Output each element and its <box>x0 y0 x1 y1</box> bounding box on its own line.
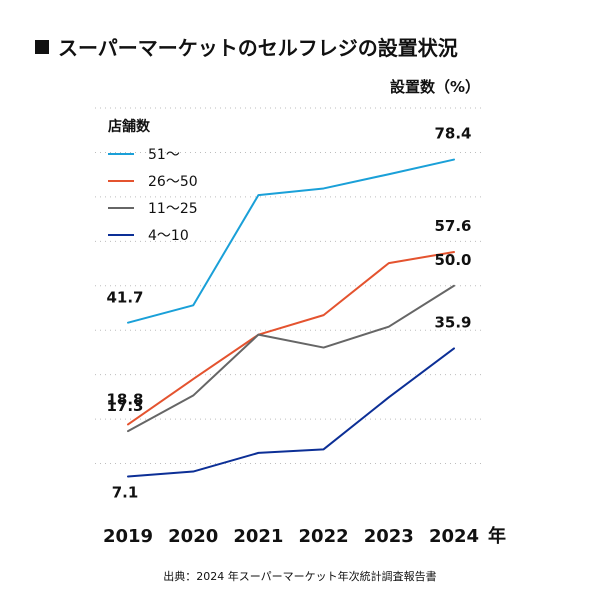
x-tick-label: 2021 <box>233 526 283 547</box>
x-tick-label: 2024 <box>429 526 479 547</box>
x-tick-label: 2023 <box>364 526 414 547</box>
data-label: 50.0 <box>434 251 471 269</box>
legend-label: 51〜 <box>148 147 180 163</box>
series-line <box>127 158 455 324</box>
source-note: 出典：2024 年スーパーマーケット年次統計調査報告書 <box>163 569 436 583</box>
legend-label: 11〜25 <box>148 201 198 217</box>
x-tick-label: 2020 <box>168 526 218 547</box>
x-unit-label: 年 <box>488 525 506 547</box>
data-label: 17.3 <box>106 397 143 415</box>
x-tick-label: 2022 <box>299 526 349 547</box>
series-line <box>127 284 455 433</box>
legend: 店舗数 51〜 26〜50 11〜25 4〜10 <box>108 118 198 244</box>
series-line <box>127 251 455 426</box>
y-unit-label: 設置数（%） <box>390 78 480 96</box>
series-line <box>127 347 455 478</box>
data-label: 18.8 <box>106 390 143 408</box>
series-lines <box>127 158 455 478</box>
data-labels: 41.7 78.4 18.8 57.6 17.3 50.0 7.1 35.9 <box>106 125 471 502</box>
data-label: 41.7 <box>106 289 143 307</box>
legend-label: 4〜10 <box>148 228 189 244</box>
data-label: 78.4 <box>434 125 471 143</box>
data-label: 35.9 <box>434 313 471 331</box>
legend-title: 店舗数 <box>108 118 151 135</box>
x-axis: 2019 2020 2021 2022 2023 2024 <box>103 526 479 547</box>
data-label: 57.6 <box>434 217 471 235</box>
title-square-icon <box>35 40 49 54</box>
x-tick-label: 2019 <box>103 526 153 547</box>
chart-title: スーパーマーケットのセルフレジの設置状況 <box>58 36 458 60</box>
legend-label: 26〜50 <box>148 174 198 190</box>
data-label: 7.1 <box>112 483 139 501</box>
